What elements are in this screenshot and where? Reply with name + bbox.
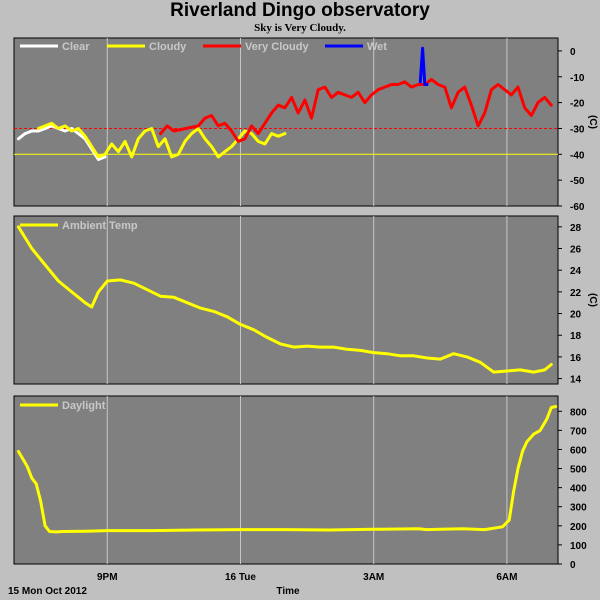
x-tick-label-3: 6AM [496,572,517,583]
page-title: Riverland Dingo observatory [170,0,430,21]
sky-panel: 0 -10 -20 -30 -40 -50 -60 (C) Clear Cloudy Very… [13,37,598,213]
series-line-sky-cloudy [36,121,287,159]
legend-label-daylight: Daylight [62,400,106,412]
ambient-grid [106,216,508,384]
y-tick-label-daylight-6: 200 [570,522,587,533]
x-tick-label-0: 9PM [97,572,118,583]
sky-series [16,46,553,161]
y-tick-label-ambient-6: 16 [570,353,582,364]
sky-plot-area [13,37,559,207]
sky-legend: Clear Cloudy Very Cloudy Wet [20,41,387,53]
daylight-plot-area [13,395,559,565]
sky-status-subtitle: Sky is Very Cloudy. [254,22,346,34]
y-tick-label-ambient-4: 20 [570,310,582,321]
legend-label-ambient: Ambient Temp [62,220,138,232]
daylight-grid [106,396,508,564]
y-tick-label-ambient-7: 14 [570,375,582,386]
y-tick-label-sky-5: -50 [570,176,585,187]
y-tick-label-ambient-3: 22 [570,288,582,299]
ambient-panel: 28 26 24 22 20 18 16 14 (C) Ambient Temp [13,215,598,386]
x-tick-label-1: 16 Tue [225,572,256,583]
y-tick-label-daylight-8: 0 [570,560,576,571]
y-tick-label-daylight-5: 300 [570,503,587,514]
y-tick-label-ambient-2: 24 [570,266,582,277]
date-start-label: 15 Mon Oct 2012 [8,586,87,597]
daylight-series [16,405,558,534]
ambient-legend: Ambient Temp [20,220,138,232]
y-tick-label-daylight-7: 100 [570,541,587,552]
daylight-panel: 800 700 600 500 400 300 200 100 0 Daylight [13,395,587,571]
y-tick-label-sky-4: -40 [570,150,585,161]
series-line-daylight-daylight [16,405,558,534]
legend-label-cloudy: Cloudy [149,41,187,53]
y-tick-label-sky-0: 0 [570,47,576,58]
series-line-ambient-ambient-temp [16,225,553,374]
series-line-sky-very-cloudy [159,77,553,143]
ambient-series [16,225,553,374]
y-tick-label-daylight-2: 600 [570,445,587,456]
y-tick-label-daylight-0: 800 [570,407,587,418]
y-tick-label-ambient-5: 18 [570,331,582,342]
legend-label-clear: Clear [62,41,90,53]
series-line-sky-wet [418,46,429,86]
y-tick-label-daylight-4: 400 [570,484,587,495]
y-tick-label-ambient-1: 26 [570,245,582,256]
legend-label-very-cloudy: Very Cloudy [245,41,309,53]
daylight-legend: Daylight [20,400,106,412]
sky-y-axis: 0 -10 -20 -30 -40 -50 -60 (C) [558,47,598,213]
ambient-y-axis: 28 26 24 22 20 18 16 14 (C) [558,223,598,386]
y-tick-label-ambient-0: 28 [570,223,582,234]
y-tick-label-sky-6: -60 [570,202,585,213]
y-axis-unit-sky: (C) [587,115,598,129]
y-axis-unit-ambient: (C) [587,293,598,307]
daylight-y-axis: 800 700 600 500 400 300 200 100 0 [558,407,587,571]
time-axis: 9PM 16 Tue 3AM 6AM [97,572,518,583]
y-tick-label-sky-1: -10 [570,73,585,84]
x-tick-label-2: 3AM [363,572,384,583]
sky-grid [106,38,508,206]
y-tick-label-daylight-3: 500 [570,465,587,476]
y-tick-label-sky-2: -20 [570,99,585,110]
x-axis-title: Time [276,586,300,597]
y-tick-label-daylight-1: 700 [570,426,587,437]
legend-label-wet: Wet [367,41,387,53]
y-tick-label-sky-3: -30 [570,124,585,135]
